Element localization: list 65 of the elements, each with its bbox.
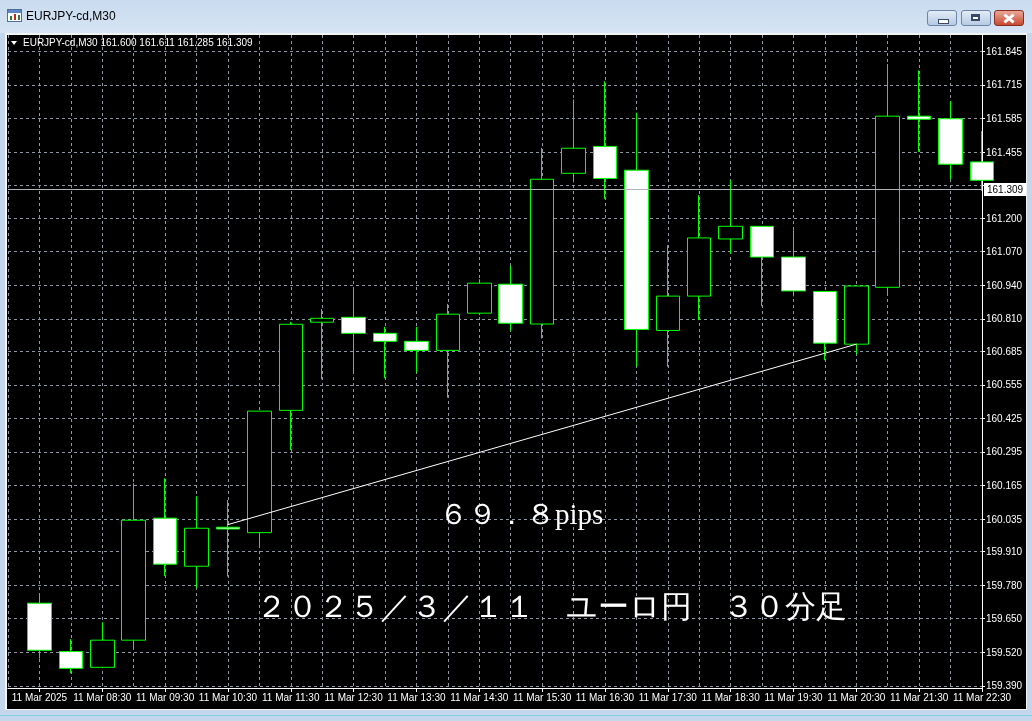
x-tick-label: 11 Mar 09:30 — [136, 691, 195, 703]
candlestick — [498, 265, 523, 332]
y-tick-label: 161.200 — [986, 212, 1023, 224]
x-tick-label: 11 Mar 2025 — [11, 691, 68, 703]
y-tick-label: 161.715 — [986, 79, 1023, 91]
candlestick — [436, 303, 460, 399]
candlestick — [718, 179, 743, 255]
candlestick — [561, 98, 586, 183]
y-tick-label: 161.845 — [986, 45, 1023, 57]
x-tick-label: 11 Mar 08:30 — [73, 691, 132, 703]
y-tick-label: 159.650 — [986, 613, 1023, 625]
annotation: ２０２５／３／１１ ユーロ円 ３０分足 — [256, 589, 847, 624]
y-tick-label: 161.070 — [986, 246, 1023, 258]
chart-title: EURJPY-cd,M30 — [26, 9, 116, 23]
y-tick-label: 159.520 — [986, 646, 1023, 658]
y-tick-label: 160.165 — [986, 480, 1023, 492]
candlestick — [750, 225, 774, 307]
candlestick — [184, 495, 209, 589]
y-tick-label: 159.780 — [986, 579, 1023, 591]
candlestick — [153, 477, 177, 577]
y-tick-label: 161.585 — [986, 113, 1023, 124]
candlestick — [341, 289, 366, 374]
y-tick-label: 159.910 — [986, 546, 1023, 558]
candlestick — [279, 321, 303, 451]
candlestick — [938, 100, 963, 180]
candlestick — [844, 285, 869, 355]
x-tick-label: 11 Mar 18:30 — [701, 691, 761, 703]
candlestick — [27, 594, 52, 660]
x-tick-label: 11 Mar 15:30 — [513, 691, 572, 703]
candlestick — [121, 482, 146, 650]
candlestick — [404, 326, 429, 374]
x-tick-label: 11 Mar 17:30 — [638, 691, 698, 703]
y-tick-label: 160.555 — [986, 379, 1023, 391]
x-tick-label: 11 Mar 21:30 — [890, 691, 949, 703]
x-tick-label: 11 Mar 19:30 — [764, 691, 824, 703]
candlestick — [781, 229, 806, 297]
x-tick-label: 11 Mar 14:30 — [450, 691, 509, 703]
x-tick-label: 11 Mar 12:30 — [324, 691, 384, 703]
y-tick-label: 159.390 — [986, 680, 1023, 692]
candlestick — [530, 147, 554, 339]
candlestick — [59, 638, 83, 674]
candlestick — [467, 278, 492, 316]
x-tick-label: 11 Mar 16:30 — [575, 691, 635, 703]
candlestick — [373, 326, 397, 379]
candlestick — [90, 621, 115, 668]
candlestick — [247, 410, 272, 548]
candlestick — [687, 194, 711, 321]
candlestick — [907, 69, 931, 153]
x-tick-label: 11 Mar 13:30 — [387, 691, 446, 703]
candlestick — [593, 80, 617, 200]
x-tick-label: 11 Mar 11:30 — [262, 691, 320, 703]
y-tick-label: 160.425 — [986, 412, 1023, 424]
ref-line-label: 161.309 — [987, 184, 1024, 196]
y-tick-label: 160.940 — [986, 279, 1023, 291]
candlestick — [310, 308, 334, 380]
candlestick — [656, 244, 680, 368]
y-tick-label: 160.810 — [986, 313, 1023, 325]
y-tick-label: 160.035 — [986, 513, 1023, 525]
chart-subtitle: EURJPY-cd,M30 161.600 161.611 161.285 161.309 — [23, 37, 253, 49]
x-tick-label: 11 Mar 20:30 — [827, 691, 886, 703]
x-tick-label: 11 Mar 10:30 — [198, 691, 258, 703]
x-tick-label: 11 Mar 22:30 — [952, 691, 1012, 703]
y-tick-label: 161.455 — [986, 146, 1023, 158]
y-tick-label: 160.685 — [986, 345, 1023, 357]
y-tick-label: 160.295 — [986, 446, 1023, 458]
